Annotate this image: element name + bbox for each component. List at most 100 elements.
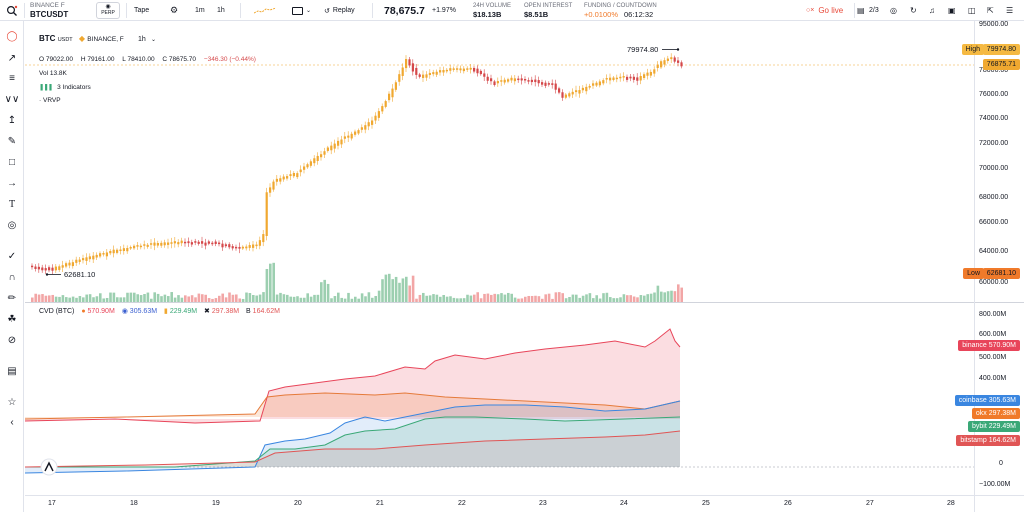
price-tick: 64000.00 [979,248,1009,255]
candle-body [636,77,639,81]
time-tick: 26 [784,500,792,507]
eye-icon[interactable]: ◎ [890,6,897,15]
lock-icon[interactable]: ☘ [7,313,17,325]
volume-bar [425,295,428,302]
chevron-down-icon[interactable]: ⌄ [151,37,157,43]
compare-button[interactable]: ⌄ [292,0,311,21]
time-tick: 22 [458,500,466,507]
volume-bar [275,294,279,302]
layout-chart-icon[interactable]: ▤ [857,6,865,15]
text-icon[interactable]: T [8,198,16,210]
candle-body [561,92,564,98]
candle-body [326,147,329,151]
layers-icon[interactable]: ≡ [9,72,15,84]
volume-bar [456,298,459,302]
candle-body [347,135,350,138]
volume-bar [554,292,558,302]
volume-bar [282,294,286,302]
volume-bar [391,279,394,302]
volume-bar [326,283,330,302]
candle-body [167,242,170,245]
vol-label: Vol [39,70,49,77]
ruler-icon[interactable]: ✎ [7,135,17,147]
ruler-measure-icon[interactable]: ✓ [7,250,17,262]
eye-off-icon[interactable]: ⊘ [7,334,17,346]
replay-icon: ↺ [324,7,330,15]
volume-bar [551,298,554,302]
candle-body [41,267,44,271]
volume-bar [201,294,204,302]
alert-bell-icon[interactable]: ♫ [929,6,935,15]
volume-bar [398,282,401,302]
chart-area[interactable]: 79974.80 62681.10 [25,21,1024,512]
candle-body [187,241,190,244]
interval-1m[interactable]: 1m [195,7,205,14]
camera-icon[interactable]: ▣ [948,6,956,15]
layout-count[interactable]: 2/3 [869,7,879,14]
cvd-bitstamp-tag: bitstamp 164.62M [956,435,1020,446]
candle-body [670,57,673,60]
symbol-legend[interactable]: BTC USDT ◆ BINANCE, F 1h ⌄ [39,34,156,43]
cvd-value-okx: 297.38M [211,308,240,315]
share-icon[interactable]: ⇱ [987,6,994,15]
change-value: −346.30 (−0.44%) [203,56,256,63]
replay-button[interactable]: ↺ Replay [324,0,355,21]
volume-bar [330,298,333,302]
crosshair-icon[interactable]: ◯ [6,30,18,42]
candle-body [245,246,248,249]
arrow-up-icon[interactable]: ↥ [7,114,17,126]
volume-bar [44,295,48,302]
volume-bar [374,295,377,302]
interval-1h[interactable]: 1h [217,7,225,14]
volume-bar [360,293,364,302]
vrvp-legend[interactable]: · VRVP [39,97,61,104]
search-symbol-button[interactable] [2,0,22,21]
volume-bar [133,292,136,302]
arrow-right-icon[interactable]: → [7,177,17,189]
chart-style-button[interactable] [254,0,276,21]
volume-bar [629,295,632,302]
symbol-selector[interactable]: BINANCE F BTCUSDT [30,0,68,21]
time-tick: 25 [702,500,710,507]
candle-body [415,67,418,75]
cvd-legend[interactable]: CVD (BTC) ● 570.90M ◉ 305.63M ▮ 229.49M … [39,307,280,315]
time-tick: 21 [376,500,384,507]
trend-line-icon[interactable]: ↗ [7,52,17,64]
candle-body [221,243,224,248]
tape-button[interactable]: Tape [134,7,150,14]
trash-icon[interactable]: ▤ [7,365,17,377]
settings-icon[interactable]: ☰ [1006,6,1014,15]
collapse-icon[interactable]: ‹ [10,416,14,428]
volume-bar [547,293,551,302]
pattern-icon[interactable]: ∨∨ [4,93,20,105]
volume-bar [561,293,564,302]
rectangle-icon[interactable]: □ [8,156,16,168]
candle-body [252,244,255,248]
volume-bar [54,296,58,302]
candle-body [296,173,299,178]
countdown-value: 06:12:32 [624,9,654,19]
volume-bar [241,298,245,302]
magnet-icon[interactable]: ∩ [8,271,16,283]
perp-badge[interactable]: ◉ PERP [96,2,120,19]
candle-body [92,255,95,260]
go-live-button[interactable]: ○× Go live [806,0,843,21]
candle-body [99,253,102,257]
volume-bar [507,292,510,302]
star-icon[interactable]: ☆ [7,396,17,408]
volume-bar [602,293,605,302]
indicators-toggle[interactable]: ❚❚❚ 3 Indicators [39,83,91,91]
c-label: C [162,56,168,63]
open-value: 79022.00 [45,56,73,63]
volume-bar [558,292,561,302]
volume-bar [231,294,235,302]
volume-bar [313,294,316,302]
candle-body [612,77,615,81]
pencil-icon[interactable]: ✏ [7,292,17,304]
target-icon[interactable]: ◎ [7,219,17,231]
refresh-icon[interactable]: ↻ [910,6,917,15]
legend-interval[interactable]: 1h [138,36,146,43]
volume-bar [537,296,541,302]
template-icon[interactable]: ◫ [968,6,976,15]
settings-gear-icon[interactable]: ⚙ [170,5,179,15]
